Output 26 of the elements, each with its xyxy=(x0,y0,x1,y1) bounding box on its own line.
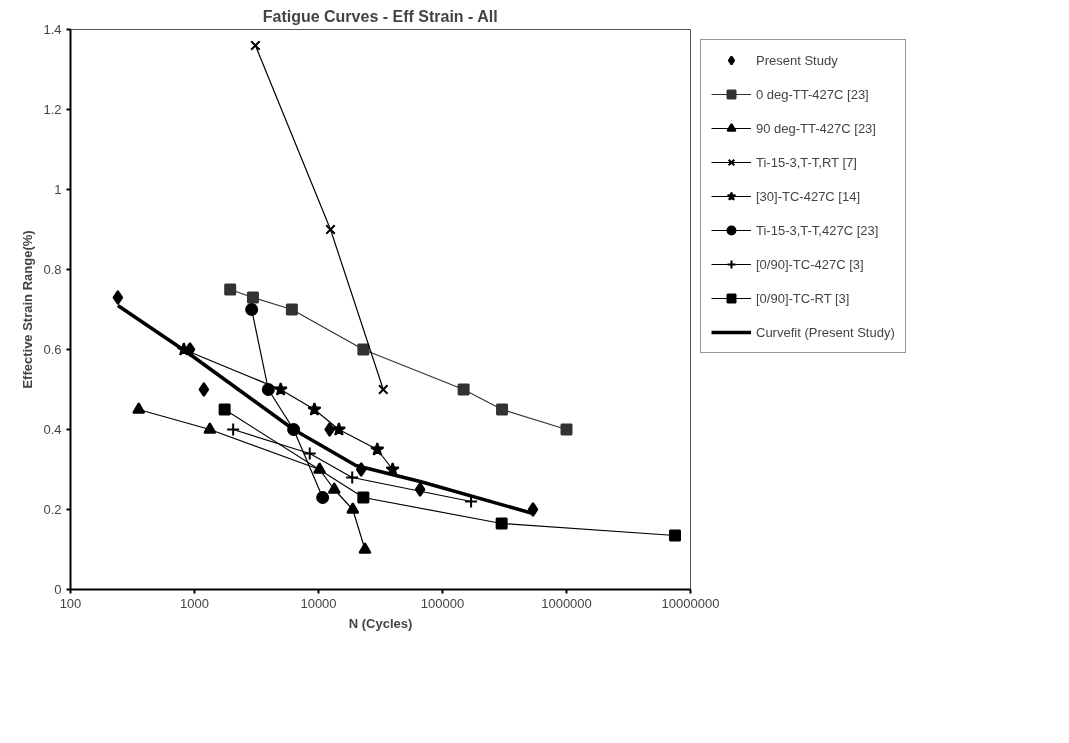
legend-label: [30]-TC-427C [14] xyxy=(756,188,861,204)
x-axis-title: N (Cycles) xyxy=(348,615,413,631)
legend-label: Curvefit (Present Study) xyxy=(756,324,895,340)
y-tick-label: 0.8 xyxy=(43,262,62,277)
x-tick-label: 100000 xyxy=(420,595,465,611)
y-tick-label: 0.6 xyxy=(43,342,62,357)
y-tick-label: 0 xyxy=(54,582,62,597)
y-tick-label: 0.4 xyxy=(43,422,62,437)
legend-label: [0/90]-TC-RT [3] xyxy=(756,290,850,306)
x-tick-label: 1000 xyxy=(180,595,209,611)
x-tick-label: 100 xyxy=(59,595,82,611)
chart-title: Fatigue Curves - Eff Strain - All xyxy=(262,7,498,25)
y-axis-title: Effective Strain Range(%) xyxy=(20,230,36,389)
y-tick-label: 0.2 xyxy=(43,502,62,517)
legend-label: 0 deg-TT-427C [23] xyxy=(756,86,869,102)
y-tick-label: 1 xyxy=(54,182,62,197)
y-tick-label: 1.4 xyxy=(43,22,62,37)
x-tick-label: 1000000 xyxy=(541,595,592,611)
legend-label: 90 deg-TT-427C [23] xyxy=(756,120,876,136)
legend-label: Ti-15-3,T-T,RT [7] xyxy=(756,154,857,170)
legend-label: [0/90]-TC-427C [3] xyxy=(756,256,864,272)
x-tick-label: 10000000 xyxy=(661,595,720,611)
y-tick-label: 1.2 xyxy=(43,102,62,117)
legend-label: Present Study xyxy=(756,52,838,68)
legend-label: Ti-15-3,T-T,427C [23] xyxy=(756,222,879,238)
x-tick-label: 10000 xyxy=(300,595,337,611)
